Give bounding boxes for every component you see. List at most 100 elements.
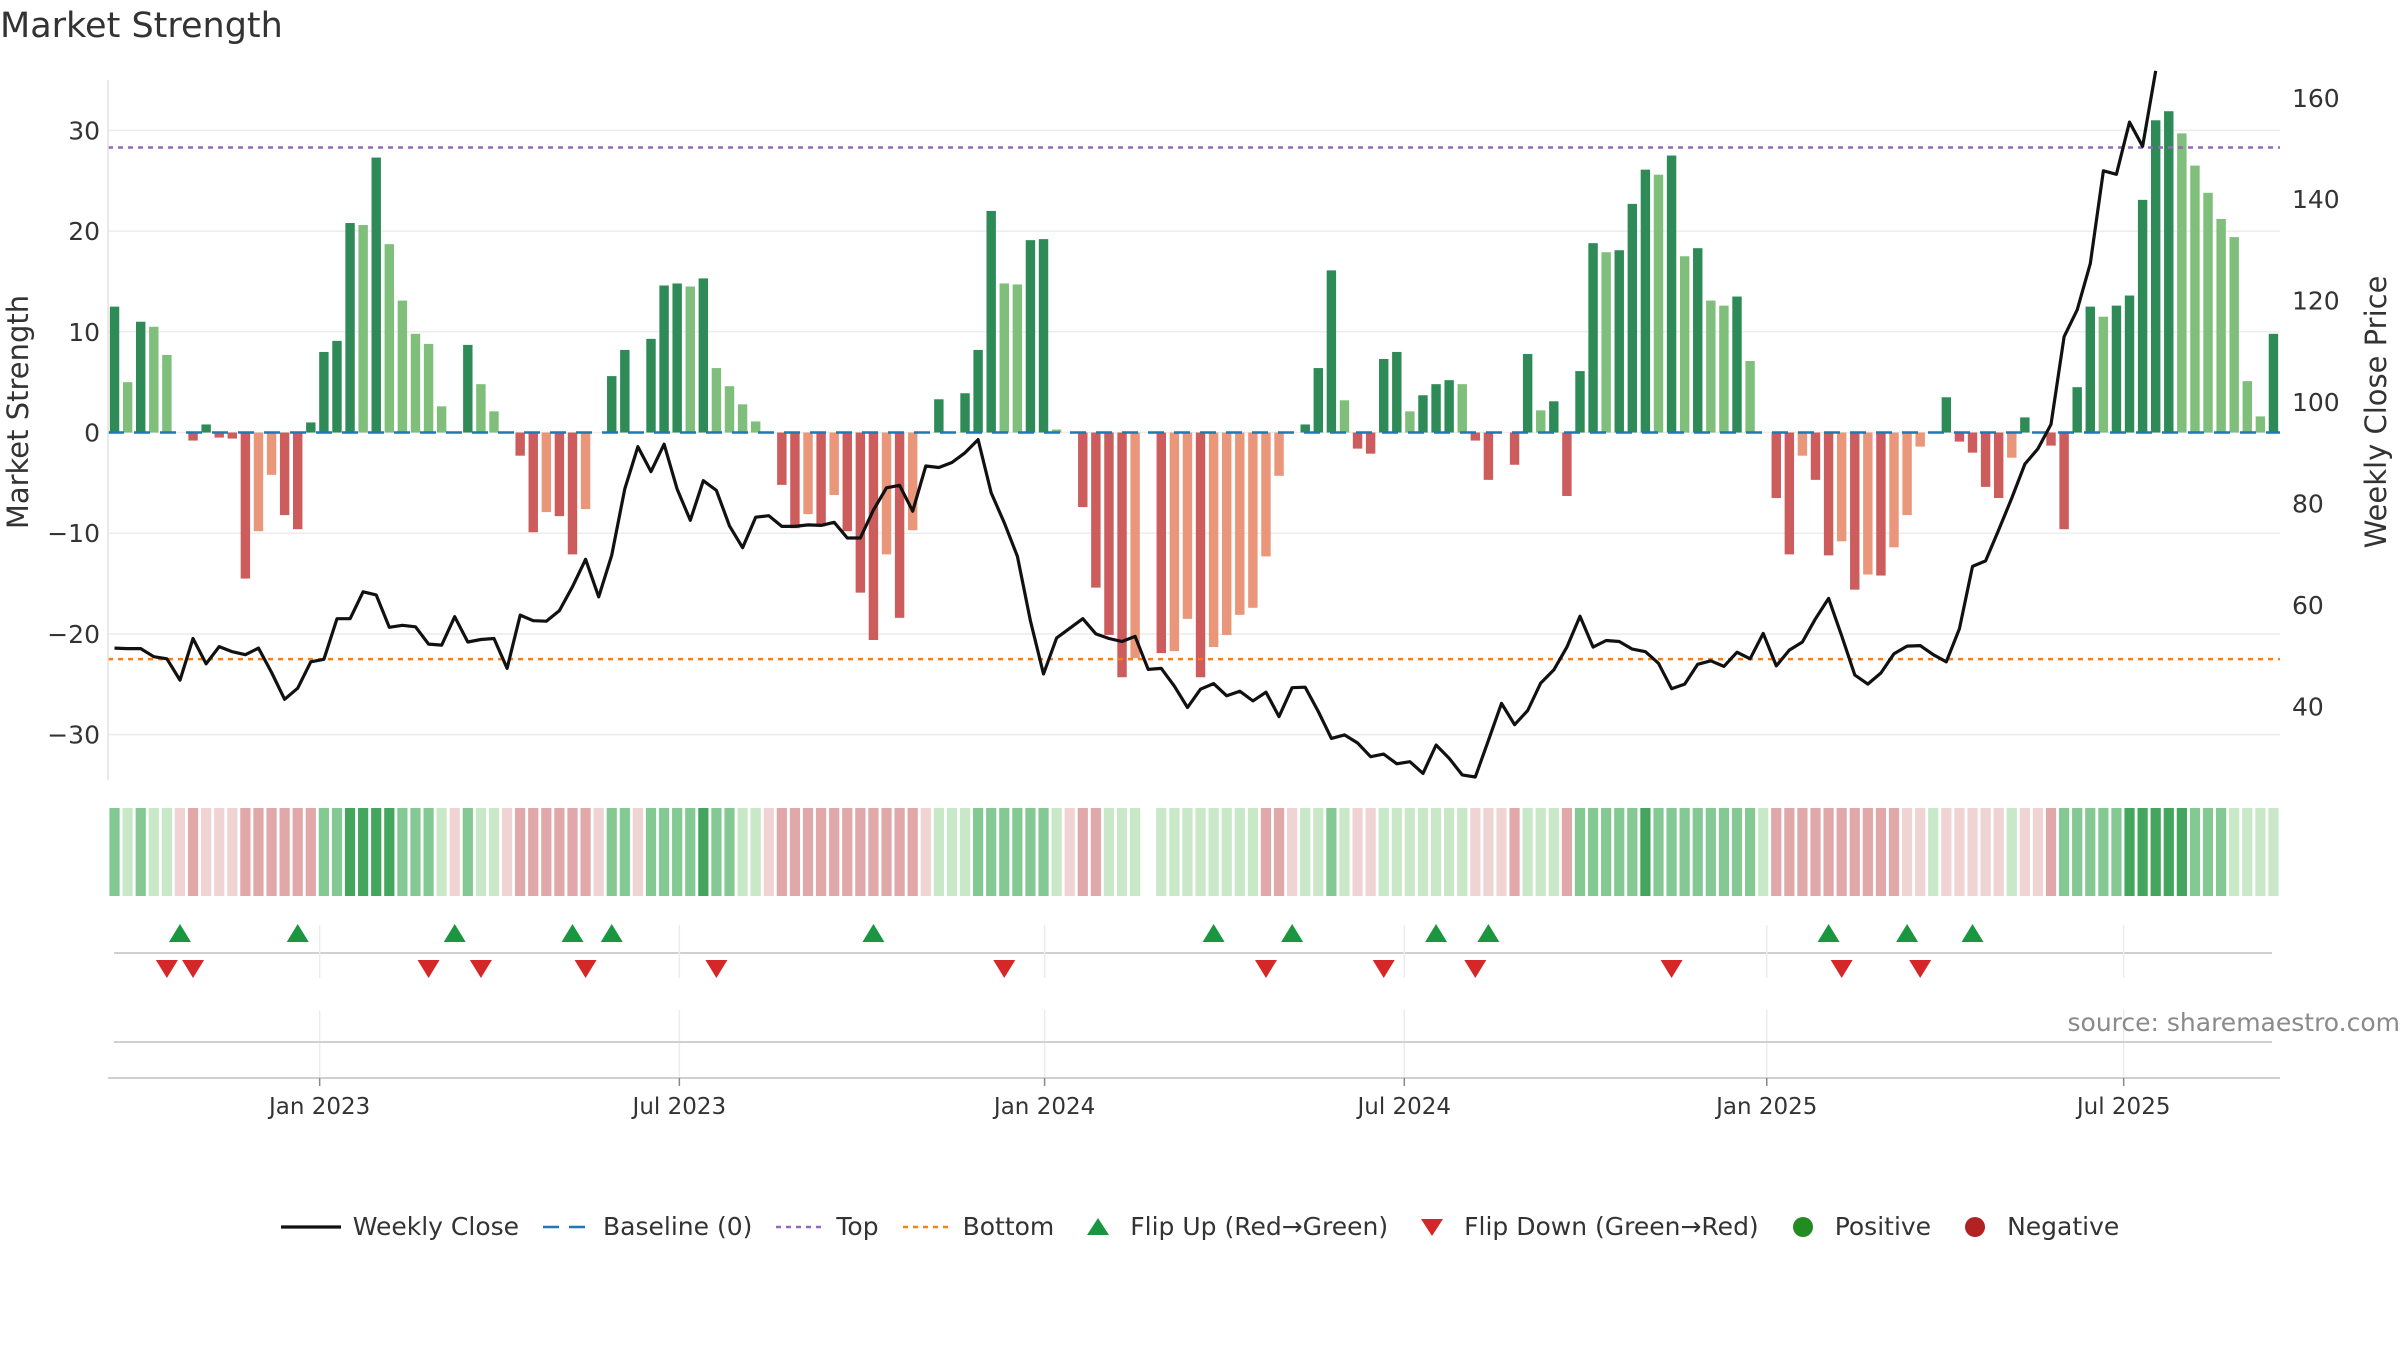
strength-bar bbox=[1235, 432, 1245, 615]
strip-cell bbox=[789, 808, 801, 896]
legend-label: Bottom bbox=[962, 1212, 1055, 1241]
strip-cell bbox=[894, 808, 905, 896]
strength-bar bbox=[1117, 432, 1127, 678]
strip-cell bbox=[1064, 808, 1075, 896]
strength-bar bbox=[136, 321, 146, 433]
flip-markers bbox=[114, 924, 2272, 978]
strip-cell bbox=[1339, 808, 1350, 896]
strength-bar bbox=[293, 432, 303, 530]
strip-cell bbox=[2006, 808, 2017, 896]
strength-bar bbox=[1130, 432, 1140, 659]
strip-cell bbox=[397, 808, 408, 896]
strip-cell bbox=[2137, 808, 2148, 896]
strip-cell bbox=[1130, 808, 1141, 896]
strength-bar bbox=[384, 244, 395, 433]
strength-bar bbox=[2072, 387, 2082, 433]
strength-bar bbox=[554, 432, 565, 517]
strength-bar bbox=[1522, 353, 1533, 433]
strength-bar bbox=[2150, 120, 2161, 433]
strength-bar bbox=[1222, 432, 1232, 635]
y2-tick-label: 60 bbox=[2292, 591, 2324, 620]
strip-cell bbox=[410, 808, 421, 896]
strength-bar bbox=[1418, 395, 1428, 433]
strength-bar bbox=[855, 432, 866, 593]
strength-bar bbox=[1797, 432, 1808, 456]
strength-bar bbox=[1182, 432, 1193, 619]
y2-tick-label: 120 bbox=[2292, 287, 2340, 316]
strip-cell bbox=[1444, 808, 1455, 896]
reference-lines bbox=[108, 146, 2280, 661]
strip-cell bbox=[1718, 808, 1730, 896]
strip-cell bbox=[1993, 808, 2004, 896]
strip-cell bbox=[632, 808, 644, 896]
strip-cell bbox=[135, 808, 146, 896]
strip-cell bbox=[907, 808, 918, 896]
strength-bar bbox=[423, 343, 434, 433]
strip-cell bbox=[2032, 808, 2044, 896]
strip-cell bbox=[2124, 808, 2135, 896]
strip-cell bbox=[1758, 808, 1769, 896]
strip-cell bbox=[2268, 808, 2279, 896]
strip-cell bbox=[1365, 808, 1376, 896]
legend-label: Top bbox=[836, 1212, 879, 1241]
strength-bar bbox=[1379, 358, 1389, 433]
x-tick-label: Jul 2023 bbox=[631, 1094, 727, 1120]
strip-cell bbox=[1509, 808, 1520, 896]
strength-bar bbox=[1051, 429, 1062, 433]
strength-bar bbox=[2059, 432, 2069, 530]
strip-cell bbox=[1561, 808, 1573, 896]
bottom-legend-icon bbox=[902, 1225, 951, 1228]
strip-cell bbox=[2189, 808, 2201, 896]
strength-bar bbox=[149, 326, 159, 433]
strip-cell bbox=[2255, 808, 2266, 896]
strength-bar bbox=[1457, 384, 1467, 433]
strip-cell bbox=[1954, 808, 1965, 896]
strength-bar bbox=[803, 432, 813, 515]
source-note: source: sharemaestro.com bbox=[2067, 1008, 2400, 1037]
strip-cell bbox=[1012, 808, 1023, 896]
strip-cell bbox=[1326, 808, 1337, 896]
strip-cell bbox=[2059, 808, 2070, 896]
strip-cell bbox=[737, 808, 748, 896]
x-tick-label: Jan 2024 bbox=[992, 1094, 1095, 1120]
strength-bar bbox=[790, 432, 800, 529]
strip-cell bbox=[109, 808, 120, 896]
legend-item-positive: Positive bbox=[1783, 1212, 1931, 1241]
chart-title: Market Strength bbox=[0, 6, 283, 46]
strip-cell bbox=[973, 808, 984, 896]
strength-bar bbox=[2203, 192, 2213, 433]
strip-cell bbox=[1430, 808, 1442, 896]
strip-cell bbox=[1417, 808, 1429, 896]
strip-cell bbox=[1653, 808, 1664, 896]
strip-cell bbox=[1273, 808, 1285, 896]
strip-cell bbox=[528, 808, 539, 896]
strip-cell bbox=[1888, 808, 1900, 896]
strip-cell bbox=[2072, 808, 2083, 896]
strip-cell bbox=[1692, 808, 1703, 896]
y-axis-title: Market Strength bbox=[1, 295, 35, 529]
strength-bar bbox=[2111, 305, 2122, 433]
flip-up-marker bbox=[1202, 924, 1225, 942]
flip-up-marker bbox=[600, 924, 623, 942]
strip-cell bbox=[763, 808, 774, 896]
strip-cell bbox=[1784, 808, 1795, 896]
y2-tick-label: 80 bbox=[2292, 490, 2324, 519]
legend-label: Weekly Close bbox=[352, 1212, 520, 1241]
y-tick-label: −20 bbox=[47, 620, 100, 649]
strength-bar bbox=[1483, 432, 1494, 480]
strip-cell bbox=[2085, 808, 2096, 896]
strip-cell bbox=[305, 808, 316, 896]
strip-cell bbox=[580, 808, 591, 896]
strip-cell bbox=[292, 808, 303, 896]
strength-bar bbox=[2255, 416, 2266, 433]
strength-bar bbox=[973, 349, 983, 433]
flip-up-marker bbox=[443, 924, 466, 942]
strip-cell bbox=[1051, 808, 1062, 896]
strength-bar bbox=[2124, 295, 2135, 433]
baseline-legend-icon bbox=[543, 1225, 592, 1228]
strip-cell bbox=[214, 808, 225, 896]
legend-label: Negative bbox=[2007, 1212, 2120, 1241]
strip-cell bbox=[1169, 808, 1180, 896]
strip-cell bbox=[1378, 808, 1389, 896]
strip-cell bbox=[986, 808, 997, 896]
